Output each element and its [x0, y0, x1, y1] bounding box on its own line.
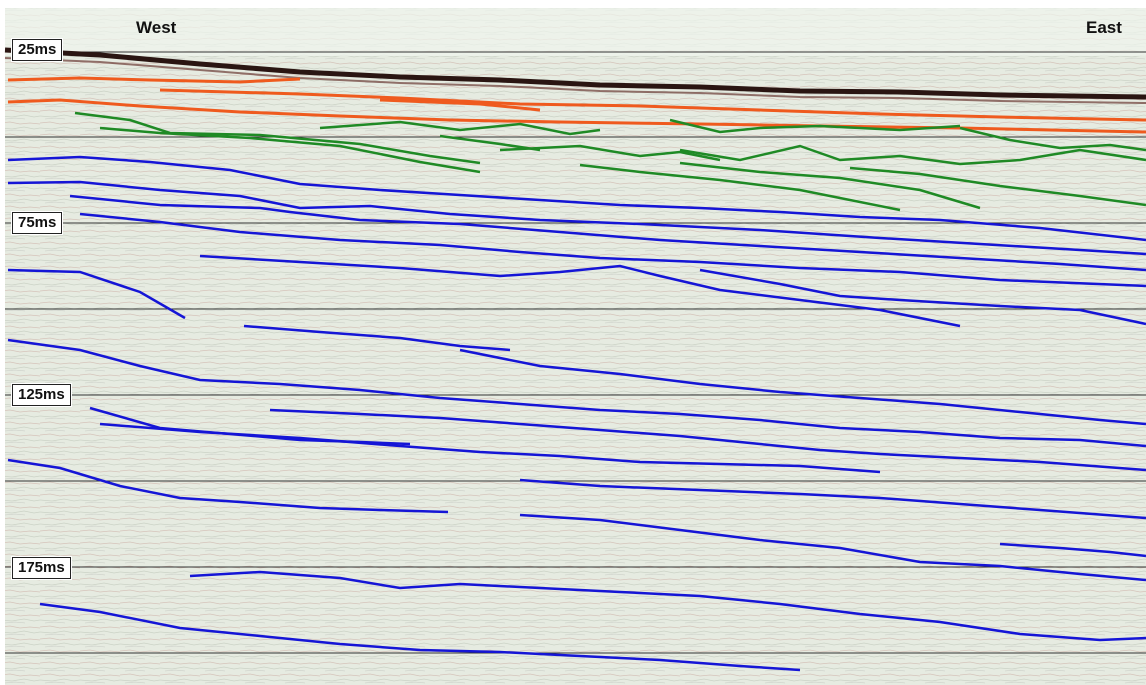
- green-horizon: [849, 166, 1146, 207]
- blue-horizon: [243, 324, 511, 352]
- time-grid: [5, 51, 1146, 654]
- blue-horizon: [7, 268, 186, 320]
- upper-water-zone: [5, 8, 1146, 56]
- blue-horizon: [699, 268, 1146, 326]
- orange-horizon: [159, 88, 1146, 122]
- blue-horizon: [7, 458, 449, 514]
- time-label-25ms: 25ms: [12, 39, 63, 61]
- green-horizons: [74, 111, 1146, 212]
- blue-horizon: [7, 338, 1146, 448]
- orange-horizon: [7, 98, 1146, 134]
- seabed-reflector: [4, 47, 1146, 100]
- orange-horizon: [7, 76, 301, 84]
- blue-horizon: [7, 180, 1146, 256]
- west-label: West: [136, 18, 177, 37]
- blue-horizon: [519, 478, 1146, 520]
- green-horizon: [74, 111, 481, 165]
- green-horizon: [959, 126, 1146, 152]
- green-horizon: [679, 161, 981, 210]
- blue-horizon: [999, 542, 1146, 558]
- blue-horizon: [269, 408, 1146, 472]
- time-label-175ms: 175ms: [12, 557, 71, 579]
- east-label: East: [1086, 18, 1122, 37]
- green-horizon: [99, 126, 481, 174]
- seabed-reflector-shadow: [4, 57, 1146, 104]
- blue-horizon: [459, 348, 1146, 426]
- green-horizon: [439, 134, 541, 152]
- blue-horizon: [99, 422, 881, 474]
- blue-horizon: [39, 602, 801, 672]
- time-label-75ms: 75ms: [12, 212, 63, 234]
- blue-horizons: [7, 155, 1146, 672]
- blue-horizon: [519, 513, 1146, 582]
- green-horizon: [669, 118, 961, 134]
- blue-horizon: [79, 212, 1146, 288]
- orange-horizons: [7, 76, 1146, 134]
- green-horizon: [679, 144, 1146, 166]
- blue-horizon: [199, 254, 961, 328]
- blue-horizon: [69, 194, 1146, 272]
- green-horizon: [499, 144, 721, 162]
- blue-horizon: [189, 570, 1146, 642]
- orange-horizon: [379, 98, 541, 112]
- green-horizon: [319, 120, 601, 136]
- time-label-125ms: 125ms: [12, 384, 71, 406]
- green-horizon: [579, 163, 901, 212]
- blue-horizon: [7, 155, 1146, 242]
